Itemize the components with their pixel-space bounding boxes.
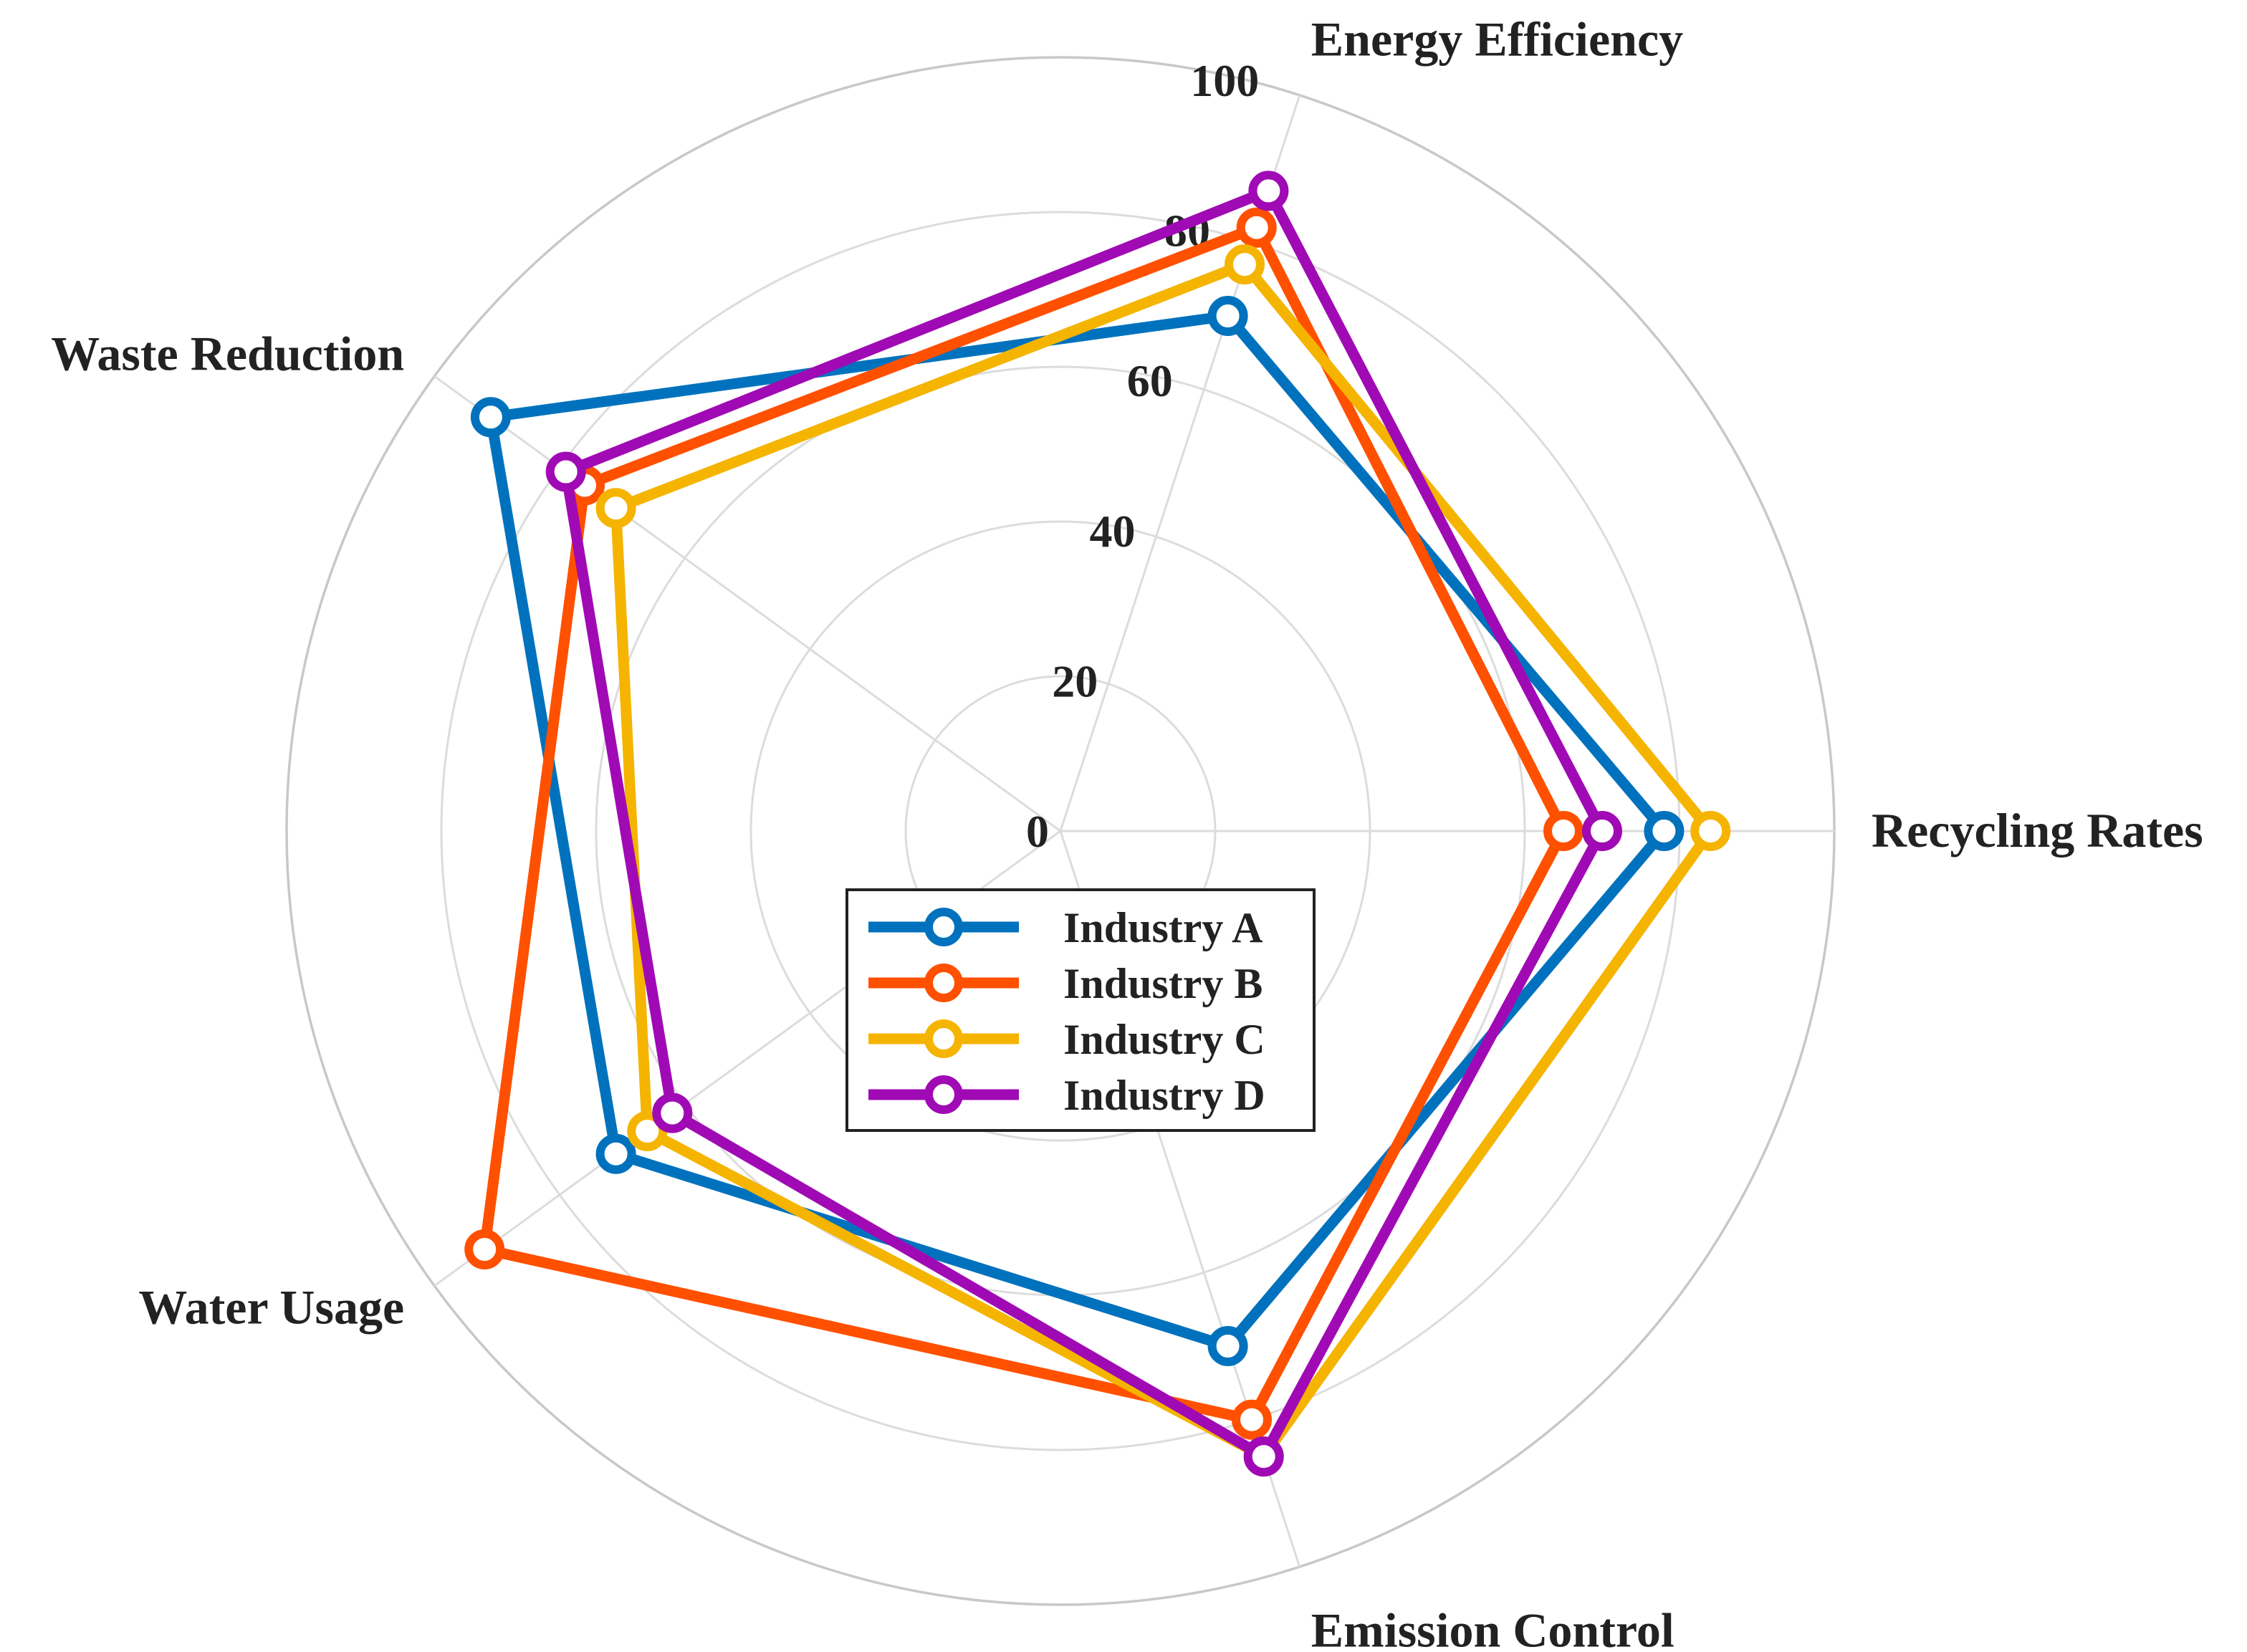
data-point-industry-a-water-usage: [595, 1133, 636, 1174]
r-tick-label-40: 40: [1090, 506, 1136, 557]
r-tick-label-20: 20: [1052, 655, 1098, 706]
legend-label: Industry D: [1063, 1072, 1265, 1119]
series-industry-c: [595, 244, 1731, 1477]
data-point-industry-b-emission-control: [1232, 1399, 1272, 1440]
r-tick-label-0: 0: [1026, 806, 1049, 857]
legend-swatch-marker: [924, 1075, 963, 1114]
data-point-industry-b-water-usage: [464, 1229, 505, 1269]
data-point-industry-d-recycling-rates: [1582, 811, 1622, 851]
spoke-waste-reduction: [433, 375, 1061, 832]
legend-entry-industry-d: Industry D: [868, 1072, 1265, 1119]
axis-label-recycling-rates: Recycling Rates: [1872, 803, 2203, 858]
data-point-industry-a-energy-efficiency: [1207, 296, 1248, 336]
series-industry-b: [464, 207, 1584, 1440]
axis-labels: Recycling Rates Energy Efficiency Waste Re…: [51, 11, 2203, 1652]
data-series: [464, 171, 1731, 1477]
legend-entry-industry-c: Industry C: [868, 1016, 1265, 1063]
legend-swatch-marker: [924, 908, 963, 946]
axis-label-energy-efficiency: Energy Efficiency: [1311, 11, 1683, 66]
legend-label: Industry B: [1063, 960, 1263, 1007]
data-point-industry-d-water-usage: [652, 1092, 693, 1133]
series-line-industry-b: [479, 222, 1569, 1426]
legend-label: Industry A: [1063, 904, 1263, 951]
data-point-industry-d-energy-efficiency: [1248, 171, 1289, 211]
data-point-industry-a-recycling-rates: [1644, 811, 1685, 851]
data-point-industry-a-emission-control: [1207, 1326, 1248, 1366]
data-point-industry-c-energy-efficiency: [1225, 244, 1265, 285]
data-point-industry-c-waste-reduction: [595, 488, 636, 529]
legend: Industry A Industry B Industry C Industry D: [845, 888, 1316, 1132]
data-point-industry-d-emission-control: [1243, 1436, 1284, 1477]
axis-label-water-usage: Water Usage: [138, 1279, 404, 1334]
data-point-industry-c-recycling-rates: [1690, 811, 1731, 851]
legend-swatch-marker: [924, 1019, 963, 1058]
legend-swatch-marker: [924, 964, 963, 1002]
legend-entry-industry-a: Industry A: [868, 904, 1263, 951]
data-point-industry-b-energy-efficiency: [1236, 207, 1277, 248]
r-tick-label-60: 60: [1127, 355, 1173, 406]
series-industry-d: [545, 171, 1622, 1477]
data-point-industry-a-waste-reduction: [470, 397, 511, 438]
data-point-industry-b-recycling-rates: [1543, 811, 1584, 851]
legend-label: Industry C: [1063, 1016, 1265, 1063]
r-tick-label-100: 100: [1190, 55, 1259, 106]
axis-label-emission-control: Emission Control: [1311, 1603, 1675, 1652]
series-line-industry-a: [485, 310, 1669, 1352]
axis-label-waste-reduction: Waste Reduction: [51, 327, 404, 381]
series-line-industry-c: [610, 259, 1716, 1462]
series-line-industry-d: [560, 185, 1608, 1462]
legend-entry-industry-b: Industry B: [868, 960, 1263, 1007]
series-industry-a: [470, 296, 1685, 1366]
data-point-industry-d-waste-reduction: [545, 451, 586, 492]
